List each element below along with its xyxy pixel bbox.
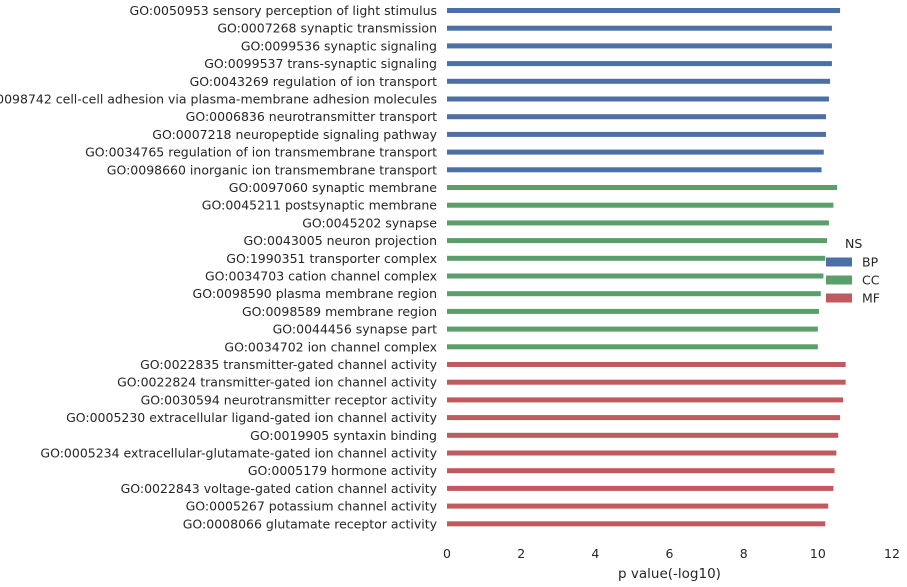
category-label: GO:0045202 synapse (302, 215, 437, 230)
bar (447, 202, 834, 208)
x-tick-label: 10 (810, 546, 826, 561)
bar (447, 96, 829, 102)
bar (447, 450, 837, 456)
category-label: GO:0050953 sensory perception of light s… (130, 3, 437, 18)
bar (447, 326, 818, 332)
bar (447, 397, 844, 403)
category-label: GO:0005267 potassium channel activity (186, 499, 438, 514)
legend-swatch-cc (826, 275, 852, 285)
category-label: GO:0022843 voltage-gated cation channel … (121, 481, 438, 496)
category-label: GO:0098742 cell-cell adhesion via plasma… (0, 92, 437, 107)
category-label: GO:0099536 synaptic signaling (241, 38, 437, 53)
bar (447, 8, 841, 13)
bar (447, 521, 826, 527)
legend-title: NS (845, 236, 862, 251)
x-axis-title: p value(-log10) (618, 566, 721, 582)
bar (447, 291, 821, 297)
bar (447, 503, 829, 509)
bar (447, 485, 834, 491)
category-label: GO:0034703 cation channel complex (205, 269, 437, 284)
category-label: GO:0030594 neurotransmitter receptor act… (141, 392, 438, 407)
category-label: GO:0034765 regulation of ion transmembra… (85, 145, 437, 160)
bars-layer (447, 8, 846, 527)
bar (447, 131, 826, 137)
category-label: GO:0043269 regulation of ion transport (190, 74, 438, 89)
bar (447, 255, 826, 261)
category-labels-layer: GO:0050953 sensory perception of light s… (0, 3, 438, 531)
bar (447, 149, 824, 155)
bar (447, 25, 832, 31)
bar (447, 114, 826, 120)
category-label: GO:0043005 neuron projection (243, 233, 437, 248)
bar (447, 415, 841, 421)
bar (447, 468, 835, 474)
category-label: GO:0019905 syntaxin binding (250, 428, 437, 443)
legend-label-cc: CC (862, 273, 880, 288)
x-tick-label: 6 (666, 546, 674, 561)
bar (447, 167, 822, 173)
category-label: GO:0005230 extracellular ligand-gated io… (66, 410, 438, 425)
category-label: GO:0098589 membrane region (242, 304, 437, 319)
category-label: GO:1990351 transporter complex (226, 251, 437, 266)
category-label: GO:0045211 postsynaptic membrane (202, 198, 438, 213)
category-label: GO:0008066 glutamate receptor activity (183, 516, 438, 531)
x-axis: 0 2 4 6 8 10 12 (443, 546, 900, 561)
category-label: GO:0007268 synaptic transmission (217, 21, 437, 36)
category-label: GO:0005234 extracellular-glutamate-gated… (40, 446, 437, 461)
bar (447, 61, 832, 67)
category-label: GO:0005179 hormone activity (248, 463, 438, 478)
category-label: GO:0022824 transmitter-gated ion channel… (117, 375, 438, 390)
bar (447, 238, 828, 244)
category-label: GO:0034702 ion channel complex (224, 339, 437, 354)
legend-label-mf: MF (862, 291, 880, 306)
bar (447, 185, 838, 190)
x-tick-label: 12 (884, 546, 900, 561)
x-tick-label: 0 (443, 546, 451, 561)
legend-label-bp: BP (862, 255, 879, 270)
category-label: GO:0098660 inorganic ion transmembrane t… (107, 162, 437, 177)
x-tick-label: 4 (591, 546, 599, 561)
bar (447, 344, 818, 350)
category-label: GO:0097060 synaptic membrane (229, 180, 438, 195)
category-label: GO:0006836 neurotransmitter transport (186, 109, 437, 124)
bar (447, 220, 829, 226)
category-label: GO:0099537 trans-synaptic signaling (204, 56, 437, 71)
bar (447, 362, 846, 367)
category-label: GO:0044456 synapse part (273, 322, 437, 337)
category-label: GO:0022835 transmitter-gated channel act… (140, 357, 437, 372)
bar (447, 43, 832, 49)
category-label: GO:0098590 plasma membrane region (193, 286, 437, 301)
legend-swatch-mf (826, 293, 852, 303)
category-label: GO:0007218 neuropeptide signaling pathwa… (152, 127, 437, 142)
x-tick-label: 8 (740, 546, 748, 561)
bar (447, 308, 819, 314)
bar (447, 432, 839, 438)
bar (447, 379, 846, 385)
x-tick-label: 2 (517, 546, 525, 561)
bar (447, 273, 824, 279)
legend: NS BP CC MF (826, 236, 880, 306)
legend-swatch-bp (826, 257, 852, 267)
bar (447, 78, 831, 84)
